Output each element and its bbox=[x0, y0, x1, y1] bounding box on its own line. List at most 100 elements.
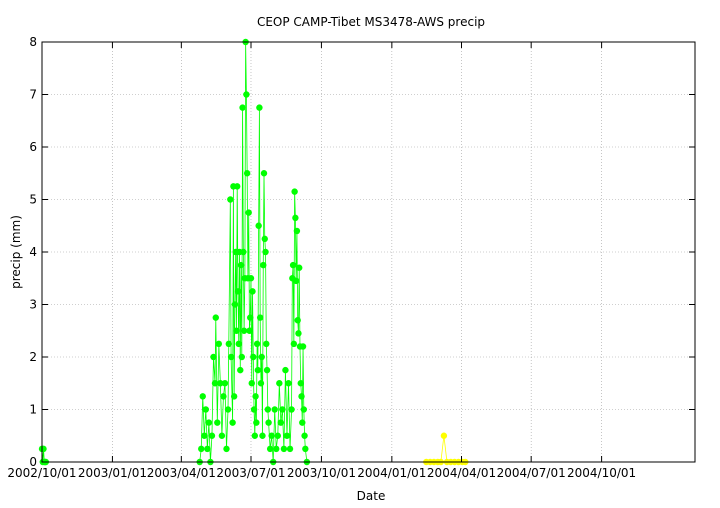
data-point bbox=[282, 366, 289, 374]
x-tick-label: 2004/10/01 bbox=[567, 466, 636, 480]
data-point bbox=[40, 445, 47, 453]
data-point bbox=[297, 380, 304, 387]
y-tick-label: 0 bbox=[29, 455, 37, 469]
data-point bbox=[223, 445, 230, 453]
x-tick-label: 2004/07/01 bbox=[497, 466, 566, 480]
data-point bbox=[227, 353, 235, 361]
x-axis-ticks: 2002/10/01 2003/01/01 2003/04/01 2003/07/01… bbox=[7, 42, 636, 480]
data-point bbox=[233, 327, 240, 334]
data-point bbox=[239, 104, 246, 111]
data-point bbox=[301, 432, 308, 439]
data-point bbox=[294, 317, 301, 324]
x-tick-label: 2003/10/01 bbox=[287, 466, 356, 480]
data-point bbox=[266, 445, 274, 453]
data-point bbox=[253, 340, 261, 348]
data-point bbox=[283, 432, 291, 439]
data-point bbox=[262, 248, 269, 256]
y-axis-label: precip (mm) bbox=[9, 215, 23, 289]
data-point bbox=[258, 353, 265, 361]
y-tick-label: 5 bbox=[29, 193, 37, 207]
y-tick-label: 2 bbox=[29, 350, 37, 364]
data-point bbox=[210, 353, 217, 361]
data-point bbox=[198, 445, 205, 453]
data-point bbox=[240, 248, 247, 256]
data-point bbox=[279, 406, 286, 413]
data-point bbox=[234, 288, 242, 295]
y-tick-label: 6 bbox=[29, 140, 37, 154]
data-point bbox=[299, 419, 306, 426]
data-point bbox=[274, 432, 281, 439]
data-point bbox=[245, 209, 252, 216]
x-tick-label: 2002/10/01 bbox=[7, 466, 76, 480]
data-point bbox=[246, 327, 253, 334]
data-point bbox=[252, 393, 259, 400]
data-point bbox=[199, 393, 206, 400]
y-tick-label: 3 bbox=[29, 298, 37, 312]
data-point bbox=[259, 432, 266, 439]
data-point bbox=[250, 353, 257, 361]
data-point bbox=[224, 406, 232, 413]
data-point bbox=[296, 264, 303, 271]
data-point bbox=[247, 275, 255, 282]
y-tick-label: 1 bbox=[29, 403, 37, 417]
data-point bbox=[271, 406, 278, 413]
data-point bbox=[250, 406, 258, 413]
data-point bbox=[225, 340, 232, 348]
data-point bbox=[292, 277, 300, 285]
data-point bbox=[300, 406, 308, 413]
x-tick-label: 2004/01/01 bbox=[357, 466, 426, 480]
data-point bbox=[256, 314, 264, 321]
data-point bbox=[263, 340, 270, 348]
data-point bbox=[227, 196, 234, 203]
x-tick-label: 2003/07/01 bbox=[216, 466, 285, 480]
data-point bbox=[217, 380, 224, 387]
data-point bbox=[295, 330, 302, 337]
data-point bbox=[289, 261, 297, 269]
data-point bbox=[234, 183, 241, 190]
data-point bbox=[253, 419, 260, 426]
data-point bbox=[240, 327, 248, 334]
data-point bbox=[211, 380, 219, 387]
data-point bbox=[257, 380, 265, 387]
data-point bbox=[247, 314, 254, 321]
data-point bbox=[221, 380, 229, 387]
data-point bbox=[220, 393, 227, 400]
data-point bbox=[243, 91, 250, 98]
x-tick-label: 2004/04/01 bbox=[427, 466, 496, 480]
data-point bbox=[291, 188, 298, 195]
data-point bbox=[229, 419, 236, 426]
data-point bbox=[237, 261, 245, 269]
data-point bbox=[215, 340, 223, 348]
data-point bbox=[293, 227, 301, 235]
grid-lines bbox=[42, 42, 695, 462]
data-point bbox=[273, 445, 280, 453]
data-point bbox=[205, 419, 213, 426]
data-point bbox=[249, 288, 256, 295]
data-point bbox=[288, 406, 295, 413]
data-point bbox=[261, 235, 268, 243]
data-point bbox=[212, 314, 219, 321]
data-point bbox=[260, 170, 268, 177]
data-point bbox=[256, 104, 263, 111]
data-point bbox=[254, 366, 262, 374]
data-point bbox=[280, 445, 288, 453]
data-point bbox=[202, 406, 210, 413]
data-point bbox=[299, 343, 307, 350]
data-point bbox=[235, 340, 242, 348]
x-tick-label: 2003/04/01 bbox=[147, 466, 216, 480]
data-point bbox=[265, 419, 272, 426]
data-point bbox=[248, 380, 255, 387]
data-point bbox=[440, 432, 448, 439]
data-point bbox=[230, 393, 238, 400]
data-point bbox=[208, 432, 216, 439]
data-point bbox=[251, 432, 259, 439]
data-point bbox=[238, 353, 245, 361]
y-tick-label: 8 bbox=[29, 35, 37, 49]
data-point bbox=[292, 214, 299, 222]
data-point bbox=[204, 445, 211, 453]
data-point bbox=[201, 432, 208, 439]
data-point bbox=[260, 261, 267, 269]
data-point bbox=[231, 301, 239, 308]
y-axis-ticks: 0 1 2 3 4 5 6 7 8 bbox=[29, 35, 695, 469]
